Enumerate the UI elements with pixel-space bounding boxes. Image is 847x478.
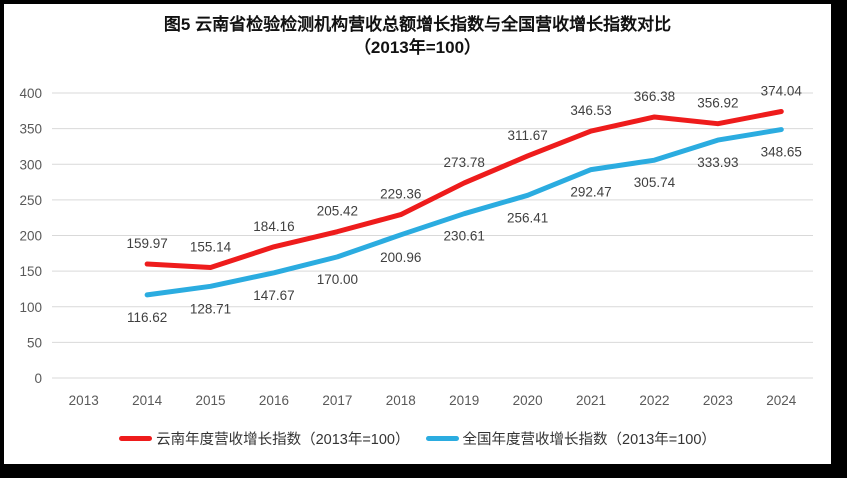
data-label: 147.67 [253,288,294,303]
x-tick-label: 2018 [386,393,416,408]
data-label: 346.53 [570,103,611,118]
data-label: 273.78 [444,155,485,170]
data-label: 356.92 [697,96,738,111]
x-tick-label: 2019 [449,393,479,408]
data-label: 170.00 [317,272,358,287]
chart-title-line1: 图5 云南省检验检测机构营收总额增长指数与全国营收增长指数对比 [163,15,672,34]
legend: 云南年度营收增长指数（2013年=100） 全国年度营收增长指数（2013年=1… [4,428,831,449]
data-label: 348.65 [761,145,802,160]
x-tick-label: 2014 [132,393,163,408]
data-label: 229.36 [380,187,421,202]
data-label: 292.47 [570,185,611,200]
x-tick-label: 2015 [196,393,226,408]
y-tick-label: 0 [34,371,42,386]
x-tick-label: 2020 [513,393,543,408]
legend-label-national: 全国年度营收增长指数（2013年=100） [462,432,716,448]
x-tick-label: 2024 [766,393,797,408]
data-label: 230.61 [444,229,485,244]
data-label: 116.62 [127,310,167,325]
data-label: 305.74 [634,175,676,190]
x-tick-label: 2021 [576,393,606,408]
x-tick-label: 2017 [322,393,352,408]
x-tick-label: 2022 [639,393,669,408]
data-label: 311.67 [507,128,547,143]
y-tick-label: 200 [19,229,42,244]
line-chart: 0 50 100 150 200 250 300 350 400 2013 2014 2015 2016… [19,83,813,408]
y-tick-label: 300 [19,157,42,172]
data-label: 159.97 [126,236,167,251]
y-tick-label: 50 [27,335,42,350]
data-label: 200.96 [380,250,421,265]
x-tick-label: 2023 [703,393,733,408]
legend-item-yunnan: 云南年度营收增长指数（2013年=100） [119,428,410,449]
series-line-0 [144,108,784,270]
y-tick-label: 100 [19,300,42,315]
data-label: 155.14 [190,239,232,254]
chart-title: 图5 云南省检验检测机构营收总额增长指数与全国营收增长指数对比 （2013年=1… [4,13,831,59]
legend-item-national: 全国年度营收增长指数（2013年=100） [425,428,716,449]
y-tick-label: 150 [19,264,42,279]
legend-swatch-national [425,436,459,441]
y-tick-label: 400 [19,86,42,101]
legend-swatch-yunnan [119,436,153,441]
chart-title-line2: （2013年=100） [353,38,482,57]
series-line-1 [144,127,784,298]
data-label: 256.41 [507,210,548,225]
data-label: 366.38 [634,89,675,104]
data-label: 374.04 [761,83,803,98]
data-label: 128.71 [190,301,231,316]
data-label: 205.42 [317,204,358,219]
data-label: 184.16 [253,219,294,234]
y-tick-label: 350 [19,122,42,137]
legend-label-yunnan: 云南年度营收增长指数（2013年=100） [156,432,410,448]
x-tick-label: 2016 [259,393,289,408]
x-tick-label: 2013 [69,393,99,408]
data-label: 333.93 [697,155,738,170]
y-tick-label: 250 [19,193,42,208]
